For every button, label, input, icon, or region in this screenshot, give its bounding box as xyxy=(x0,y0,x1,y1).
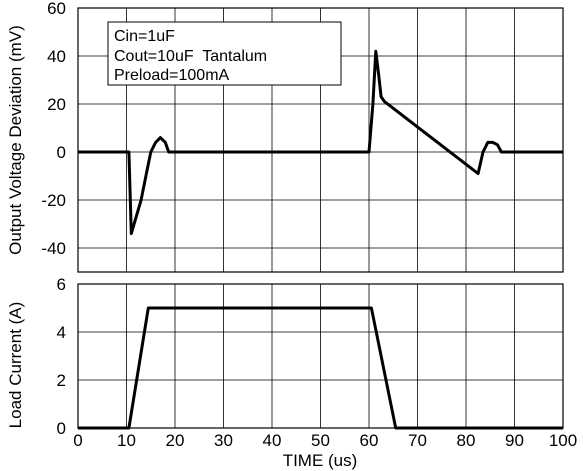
x-tick-label: 80 xyxy=(457,431,476,450)
x-tick-label: 60 xyxy=(360,431,379,450)
x-tick-label: 30 xyxy=(214,431,233,450)
bottom-y-tick-label: 6 xyxy=(57,275,66,294)
bottom-y-tick-labels: 0 2 4 6 xyxy=(57,275,66,438)
x-tick-label: 10 xyxy=(117,431,136,450)
bottom-y-tick-label: 0 xyxy=(57,419,66,438)
bottom-plot-frame xyxy=(77,283,564,429)
x-tick-label: 70 xyxy=(408,431,427,450)
annotation-line-1: Cin=1uF xyxy=(114,28,175,45)
top-y-tick-label: 20 xyxy=(47,95,66,114)
bottom-panel: 0 2 4 6 0 10 20 30 40 50 60 70 80 90 100 Load Current… xyxy=(6,275,577,470)
annotation-box xyxy=(107,21,342,86)
bottom-y-tick-label: 2 xyxy=(57,371,66,390)
top-y-tick-label: -20 xyxy=(41,191,66,210)
x-tick-label: 20 xyxy=(166,431,185,450)
x-axis-label: TIME (us) xyxy=(283,451,358,470)
x-tick-label: 40 xyxy=(263,431,282,450)
x-tick-label: 50 xyxy=(311,431,330,450)
x-tick-label: 0 xyxy=(73,431,82,450)
top-y-tick-labels: 60 40 20 0 -20 -40 xyxy=(41,0,66,258)
x-tick-label: 100 xyxy=(549,431,577,450)
top-y-tick-label: -40 xyxy=(41,239,66,258)
top-y-axis-label: Output Voltage Deviation (mV) xyxy=(6,25,25,255)
top-panel: 60 40 20 0 -20 -40 Cin=1uF Cout=10uF Tantalum… xyxy=(6,0,564,273)
top-y-tick-label: 0 xyxy=(57,143,66,162)
top-plot-frame xyxy=(77,7,564,273)
x-tick-label: 90 xyxy=(505,431,524,450)
annotation-line-3: Preload=100mA xyxy=(114,67,230,84)
annotation-line-2: Cout=10uF Tantalum xyxy=(114,48,267,65)
top-y-tick-label: 40 xyxy=(47,47,66,66)
bottom-grid xyxy=(77,283,564,429)
bottom-x-tick-labels: 0 10 20 30 40 50 60 70 80 90 100 xyxy=(73,431,577,450)
bottom-y-tick-label: 4 xyxy=(57,323,66,342)
load-current-line xyxy=(78,306,563,430)
top-y-tick-label: 60 xyxy=(47,0,66,18)
bottom-y-axis-label: Load Current (A) xyxy=(6,302,25,429)
output-voltage-deviation-line xyxy=(78,49,563,236)
